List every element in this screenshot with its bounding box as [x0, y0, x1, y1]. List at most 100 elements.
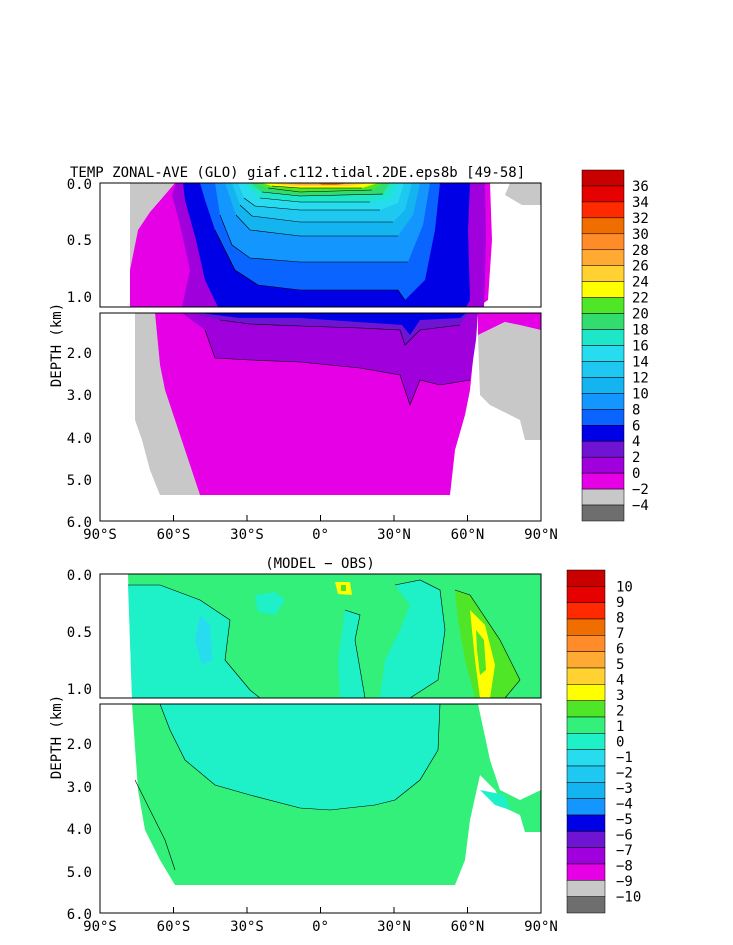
- temp-colorbar-label-17: 2: [632, 450, 640, 466]
- temp-panel: TEMP ZONAL-AVE (GLO) giaf.c112.tidal.2DE…: [49, 165, 649, 543]
- temp-axes: 0.0 0.5 1.0 2.0 3.0 4.0 5.0 6.0 DEPTH (k…: [49, 177, 558, 543]
- diff-panel-title: (MODEL − OBS): [265, 556, 375, 572]
- temp-xtick-2: 30°S: [230, 527, 264, 543]
- temp-colorbar-swatch-19: [581, 472, 625, 490]
- diff-colorbar-swatch-1: [566, 586, 606, 603]
- temp-land-north: [505, 183, 541, 205]
- temp-colorbar-label-4: 28: [632, 243, 649, 259]
- diff-colorbar-swatch-17: [566, 847, 606, 865]
- temp-colorbar-label-15: 6: [632, 418, 640, 434]
- diff-colorbar-label-19: −9: [616, 874, 633, 890]
- temp-colorbar-label-0: 36: [632, 179, 649, 195]
- temp-colorbar-swatch-14: [581, 393, 625, 410]
- diff-colorbar-label-4: 6: [616, 641, 624, 657]
- temp-colorbar-swatch-0: [581, 169, 625, 187]
- diff-colorbar-label-14: −4: [616, 797, 633, 813]
- temp-colorbar-swatch-4: [581, 233, 625, 251]
- temp-colorbar-label-13: 10: [632, 386, 649, 402]
- temp-colorbar-label-6: 24: [632, 275, 649, 291]
- temp-xtick-5: 60°N: [451, 527, 485, 543]
- temp-colorbar-swatch-11: [581, 345, 625, 362]
- diff-colorbar-label-9: 1: [616, 719, 624, 735]
- temp-ytick-6: 6.0: [67, 515, 92, 531]
- diff-colorbar-swatch-2: [566, 602, 606, 620]
- diff-xtick-0: 90°S: [83, 919, 117, 935]
- temp-colorbar-swatch-6: [581, 265, 625, 282]
- diff-ytick-3: 3.0: [67, 780, 92, 796]
- temp-colorbar-swatch-13: [581, 377, 625, 394]
- diff-colorbar-swatch-11: [566, 749, 606, 767]
- temp-colorbar-swatch-1: [581, 185, 625, 203]
- temp-ytick-5: 5.0: [67, 473, 92, 489]
- temp-ylabel: DEPTH (km): [49, 303, 65, 387]
- temp-ytick-2: 2.0: [67, 346, 92, 362]
- temp-colorbar-label-19: −2: [632, 482, 649, 498]
- diff-xtick-5: 60°N: [451, 919, 485, 935]
- diff-colorbar-label-3: 7: [616, 626, 624, 642]
- temp-colorbar-label-2: 32: [632, 211, 649, 227]
- diff-colorbar-label-10: 0: [616, 735, 624, 751]
- diff-xtick-3: 0°: [312, 919, 329, 935]
- diff-ytick-5: 5.0: [67, 865, 92, 881]
- temp-xtick-1: 60°S: [157, 527, 191, 543]
- diff-ytick-1: 1.0: [67, 682, 92, 698]
- temp-colorbar-label-14: 8: [632, 402, 640, 418]
- diff-colorbar-swatch-18: [566, 863, 606, 881]
- temp-xtick-3: 0°: [312, 527, 329, 543]
- temp-colorbar-label-7: 22: [632, 291, 649, 307]
- diff-colorbar-swatch-10: [566, 733, 606, 750]
- temp-ytick-3: 3.0: [67, 388, 92, 404]
- temp-colorbar-label-8: 20: [632, 307, 649, 323]
- temp-ytick-0: 0.0: [67, 177, 92, 193]
- diff-colorbar-swatch-13: [566, 782, 606, 799]
- temp-colorbar-label-18: 0: [632, 466, 640, 482]
- temp-xticks: 90°S 60°S 30°S 0° 30°N 60°N 90°N: [83, 515, 558, 543]
- temp-colorbar-swatch-3: [581, 217, 625, 235]
- diff-colorbar-label-6: 4: [616, 672, 624, 688]
- diff-colorbar-label-12: −2: [616, 766, 633, 782]
- temp-panel-title: TEMP ZONAL-AVE (GLO) giaf.c112.tidal.2DE…: [70, 165, 525, 181]
- temp-ytick-1: 1.0: [67, 290, 92, 306]
- diff-ylabel: DEPTH (km): [49, 695, 65, 779]
- diff-colorbar-label-11: −1: [616, 750, 633, 766]
- diff-colorbar-swatch-8: [566, 700, 606, 718]
- diff-ytick-05: 0.5: [67, 625, 92, 641]
- diff-panel: (MODEL − OBS): [49, 556, 641, 935]
- diff-colorbar-label-17: −7: [616, 843, 633, 859]
- diff-ytick-6: 6.0: [67, 907, 92, 923]
- temp-colorbar-label-16: 4: [632, 434, 640, 450]
- diff-upper-field: [100, 574, 541, 698]
- temp-colorbar-label-3: 30: [632, 227, 649, 243]
- diff-colorbar-label-8: 2: [616, 703, 624, 719]
- temp-colorbar-label-12: 12: [632, 370, 649, 386]
- temp-colorbar-swatch-2: [581, 201, 625, 219]
- diff-colorbar-label-1: 9: [616, 595, 624, 611]
- diff-axes: 0.0 0.5 1.0 2.0 3.0 4.0 5.0 6.0 DEPTH (k…: [49, 568, 558, 935]
- diff-colorbar-label-18: −8: [616, 859, 633, 875]
- temp-land-south: [130, 183, 175, 270]
- temp-colorbar-swatch-8: [581, 297, 625, 314]
- diff-colorbar-swatch-4: [566, 635, 606, 652]
- diff-colorbar-label-5: 5: [616, 657, 624, 673]
- temp-colorbar-swatch-20: [581, 488, 625, 506]
- diff-colorbar-label-7: 3: [616, 688, 624, 704]
- diff-xtick-6: 90°N: [524, 919, 558, 935]
- diff-ytick-2: 2.0: [67, 737, 92, 753]
- temp-colorbar-swatch-9: [581, 313, 625, 330]
- temp-xtick-6: 90°N: [524, 527, 558, 543]
- temp-colorbar-label-10: 16: [632, 339, 649, 355]
- temp-colorbar-label-5: 26: [632, 259, 649, 275]
- temp-colorbar-label-1: 34: [632, 195, 649, 211]
- diff-colorbar-label-20: −10: [616, 890, 641, 906]
- diff-colorbar-swatch-9: [566, 716, 606, 734]
- diff-colorbar-swatch-20: [566, 896, 606, 914]
- diff-ytick-0: 0.0: [67, 568, 92, 584]
- diff-colorbar-swatch-15: [566, 814, 606, 832]
- temp-colorbar-swatch-7: [581, 281, 625, 298]
- diff-colorbar-label-16: −6: [616, 828, 633, 844]
- diff-xticks: 90°S 60°S 30°S 0° 30°N 60°N 90°N: [83, 907, 558, 935]
